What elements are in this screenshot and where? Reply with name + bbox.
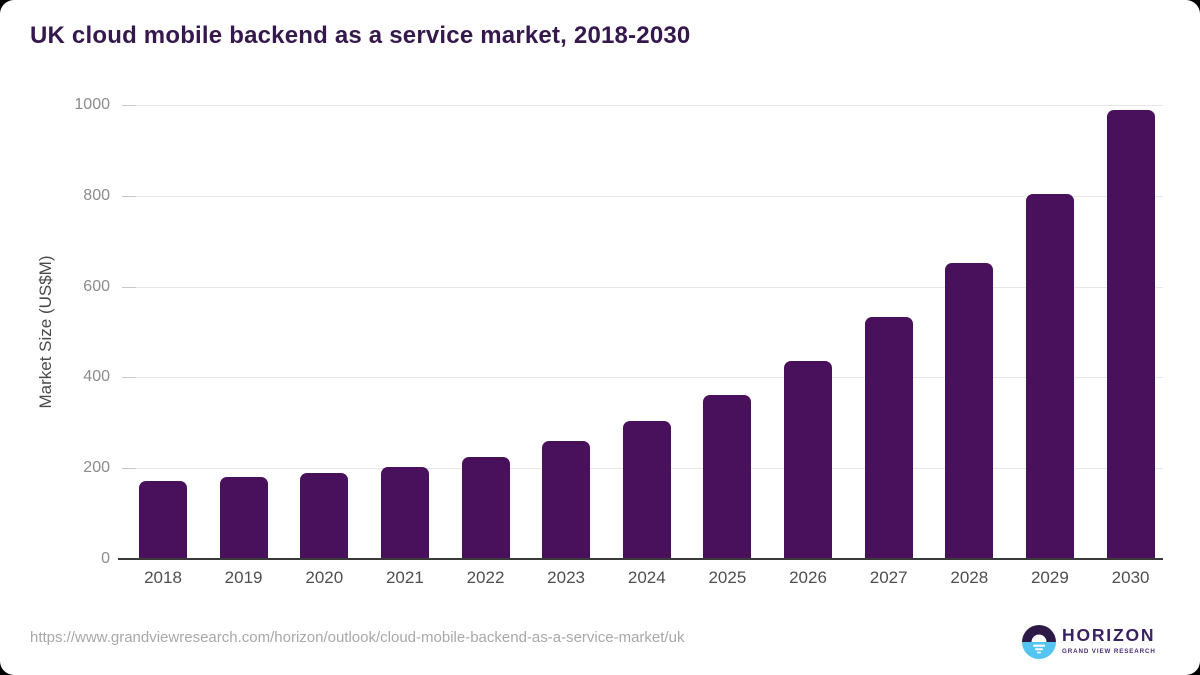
bar-2030[interactable] bbox=[1106, 110, 1155, 559]
gridline bbox=[122, 105, 1163, 106]
bar-2021[interactable] bbox=[380, 466, 429, 559]
bar-2020[interactable] bbox=[300, 472, 349, 559]
y-tick-label: 400 bbox=[83, 368, 110, 386]
y-tick-label: 200 bbox=[83, 459, 110, 477]
bar-2027[interactable] bbox=[864, 317, 913, 559]
x-tick-label: 2025 bbox=[708, 568, 747, 587]
x-tick-label: 2024 bbox=[627, 568, 666, 587]
gridline bbox=[122, 195, 1163, 197]
y-tick-label: 600 bbox=[83, 277, 110, 295]
x-tick-label: 2027 bbox=[869, 568, 908, 587]
bar-2024[interactable] bbox=[622, 421, 671, 559]
y-tick-label: 800 bbox=[83, 186, 110, 204]
logo-brand-text: HORIZON bbox=[1062, 625, 1155, 645]
source-url: https://www.grandviewresearch.com/horizo… bbox=[30, 629, 685, 646]
horizon-logo[interactable]: HORIZON GRAND VIEW RESEARCH bbox=[1022, 622, 1167, 662]
x-tick-label: 2020 bbox=[305, 568, 344, 587]
y-tick-mark bbox=[122, 377, 136, 379]
gridline bbox=[122, 286, 1163, 288]
bar-2023[interactable] bbox=[542, 441, 591, 559]
bar-2029[interactable] bbox=[1025, 194, 1074, 559]
x-tick-label: 2022 bbox=[466, 568, 505, 587]
y-tick-mark bbox=[122, 468, 136, 470]
x-tick-label: 2026 bbox=[789, 568, 827, 587]
x-tick-label: 2023 bbox=[547, 568, 585, 587]
x-tick-label: 2019 bbox=[224, 568, 263, 587]
y-tick-mark bbox=[122, 195, 136, 197]
x-tick-label: 2029 bbox=[1030, 568, 1069, 587]
x-tick-label: 2030 bbox=[1111, 568, 1150, 587]
bar-2026[interactable] bbox=[784, 360, 832, 559]
x-tick-label: 2028 bbox=[950, 568, 989, 587]
x-tick-label: 2018 bbox=[144, 568, 182, 587]
x-axis-line bbox=[118, 558, 1163, 560]
x-tick-label: 2021 bbox=[385, 568, 424, 587]
bar-2025[interactable] bbox=[703, 395, 752, 559]
chart-title: UK cloud mobile backend as a service mar… bbox=[30, 22, 691, 49]
bar-2022[interactable] bbox=[461, 457, 510, 559]
logo-subbrand-text: GRAND VIEW RESEARCH bbox=[1062, 648, 1156, 655]
gridline bbox=[122, 377, 1163, 379]
bar-2019[interactable] bbox=[219, 476, 268, 559]
y-tick-label: 0 bbox=[101, 550, 110, 567]
y-tick-mark bbox=[122, 286, 136, 288]
y-tick-mark bbox=[122, 105, 136, 106]
bar-2018[interactable] bbox=[139, 480, 187, 559]
bar-2028[interactable] bbox=[945, 263, 994, 559]
horizon-sun-icon bbox=[1022, 625, 1056, 659]
y-tick-label: 1000 bbox=[74, 96, 110, 113]
